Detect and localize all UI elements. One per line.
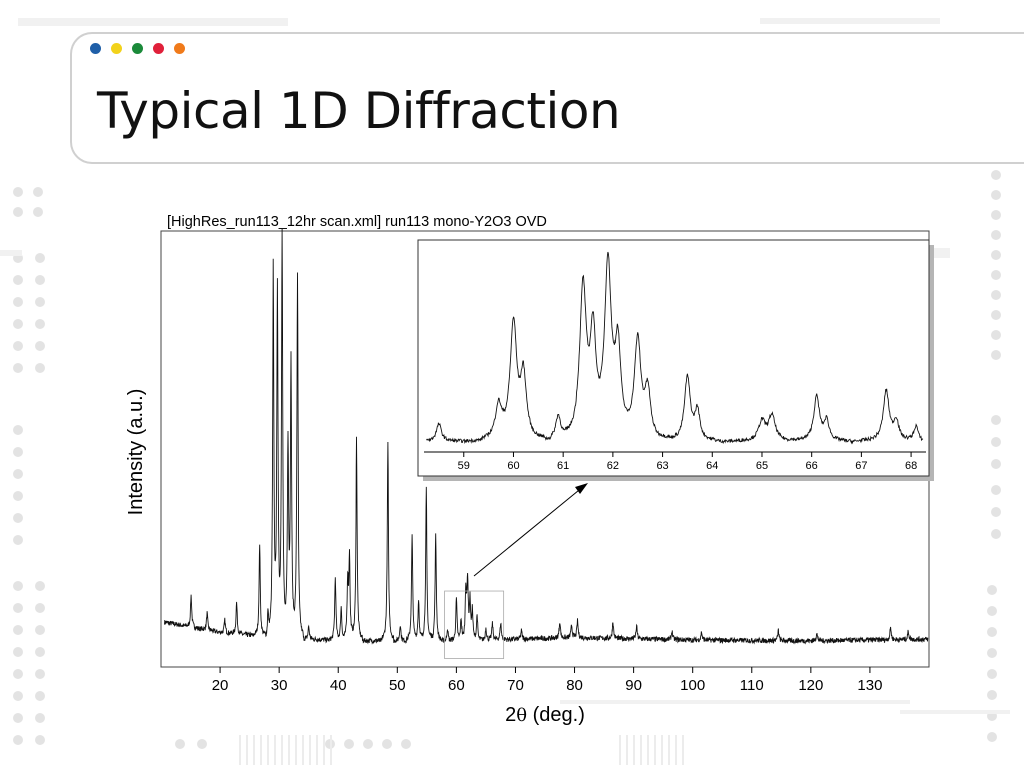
slide-title: Typical 1D Diffraction [97, 82, 621, 140]
inset-x-tick-label: 63 [656, 460, 668, 472]
inset-x-tick-label: 65 [756, 460, 768, 472]
inset-x-tick-label: 59 [458, 460, 470, 472]
yellow-dot [111, 43, 122, 54]
color-dots [90, 43, 185, 54]
arrowhead [575, 483, 588, 494]
zoom-arrow [473, 485, 585, 577]
x-tick-label: 30 [271, 677, 288, 694]
x-axis-label: 2θ (deg.) [505, 704, 585, 726]
x-tick-label: 100 [680, 677, 705, 694]
zoom-region-box [444, 590, 505, 659]
main-x-ticks: 20 30 40 50 60 70 80 90 100 110 120 130 [212, 667, 882, 694]
inset-x-tick-label: 60 [507, 460, 519, 472]
blue-dot [90, 43, 101, 54]
x-tick-label: 60 [448, 677, 465, 694]
x-tick-label: 130 [857, 677, 882, 694]
x-tick-label: 90 [625, 677, 642, 694]
x-tick-label: 70 [507, 677, 524, 694]
orange-dot [174, 43, 185, 54]
inset-x-tick-label: 68 [905, 460, 917, 472]
x-tick-label: 120 [798, 677, 823, 694]
inset-x-tick-label: 62 [607, 460, 619, 472]
inset-x-tick-label: 64 [706, 460, 718, 472]
inset-pattern-line [426, 251, 924, 445]
y-axis-label: Intensity (a.u.) [125, 389, 147, 516]
inset-x-tick-label: 67 [855, 460, 867, 472]
inset-x-tick-label: 61 [557, 460, 569, 472]
green-dot [132, 43, 143, 54]
title-frame [70, 32, 1024, 164]
red-dot [153, 43, 164, 54]
x-tick-label: 40 [330, 677, 347, 694]
inset-x-tick-label: 66 [806, 460, 818, 472]
x-tick-label: 80 [566, 677, 583, 694]
x-tick-label: 110 [740, 677, 764, 694]
chart-title: [HighRes_run113_12hr scan.xml] run113 mo… [167, 214, 547, 230]
main-pattern-line [164, 228, 929, 645]
inset-x-ticks: 59 60 61 62 63 64 65 66 67 68 [458, 452, 917, 472]
x-tick-label: 20 [212, 677, 229, 694]
x-tick-label: 50 [389, 677, 406, 694]
